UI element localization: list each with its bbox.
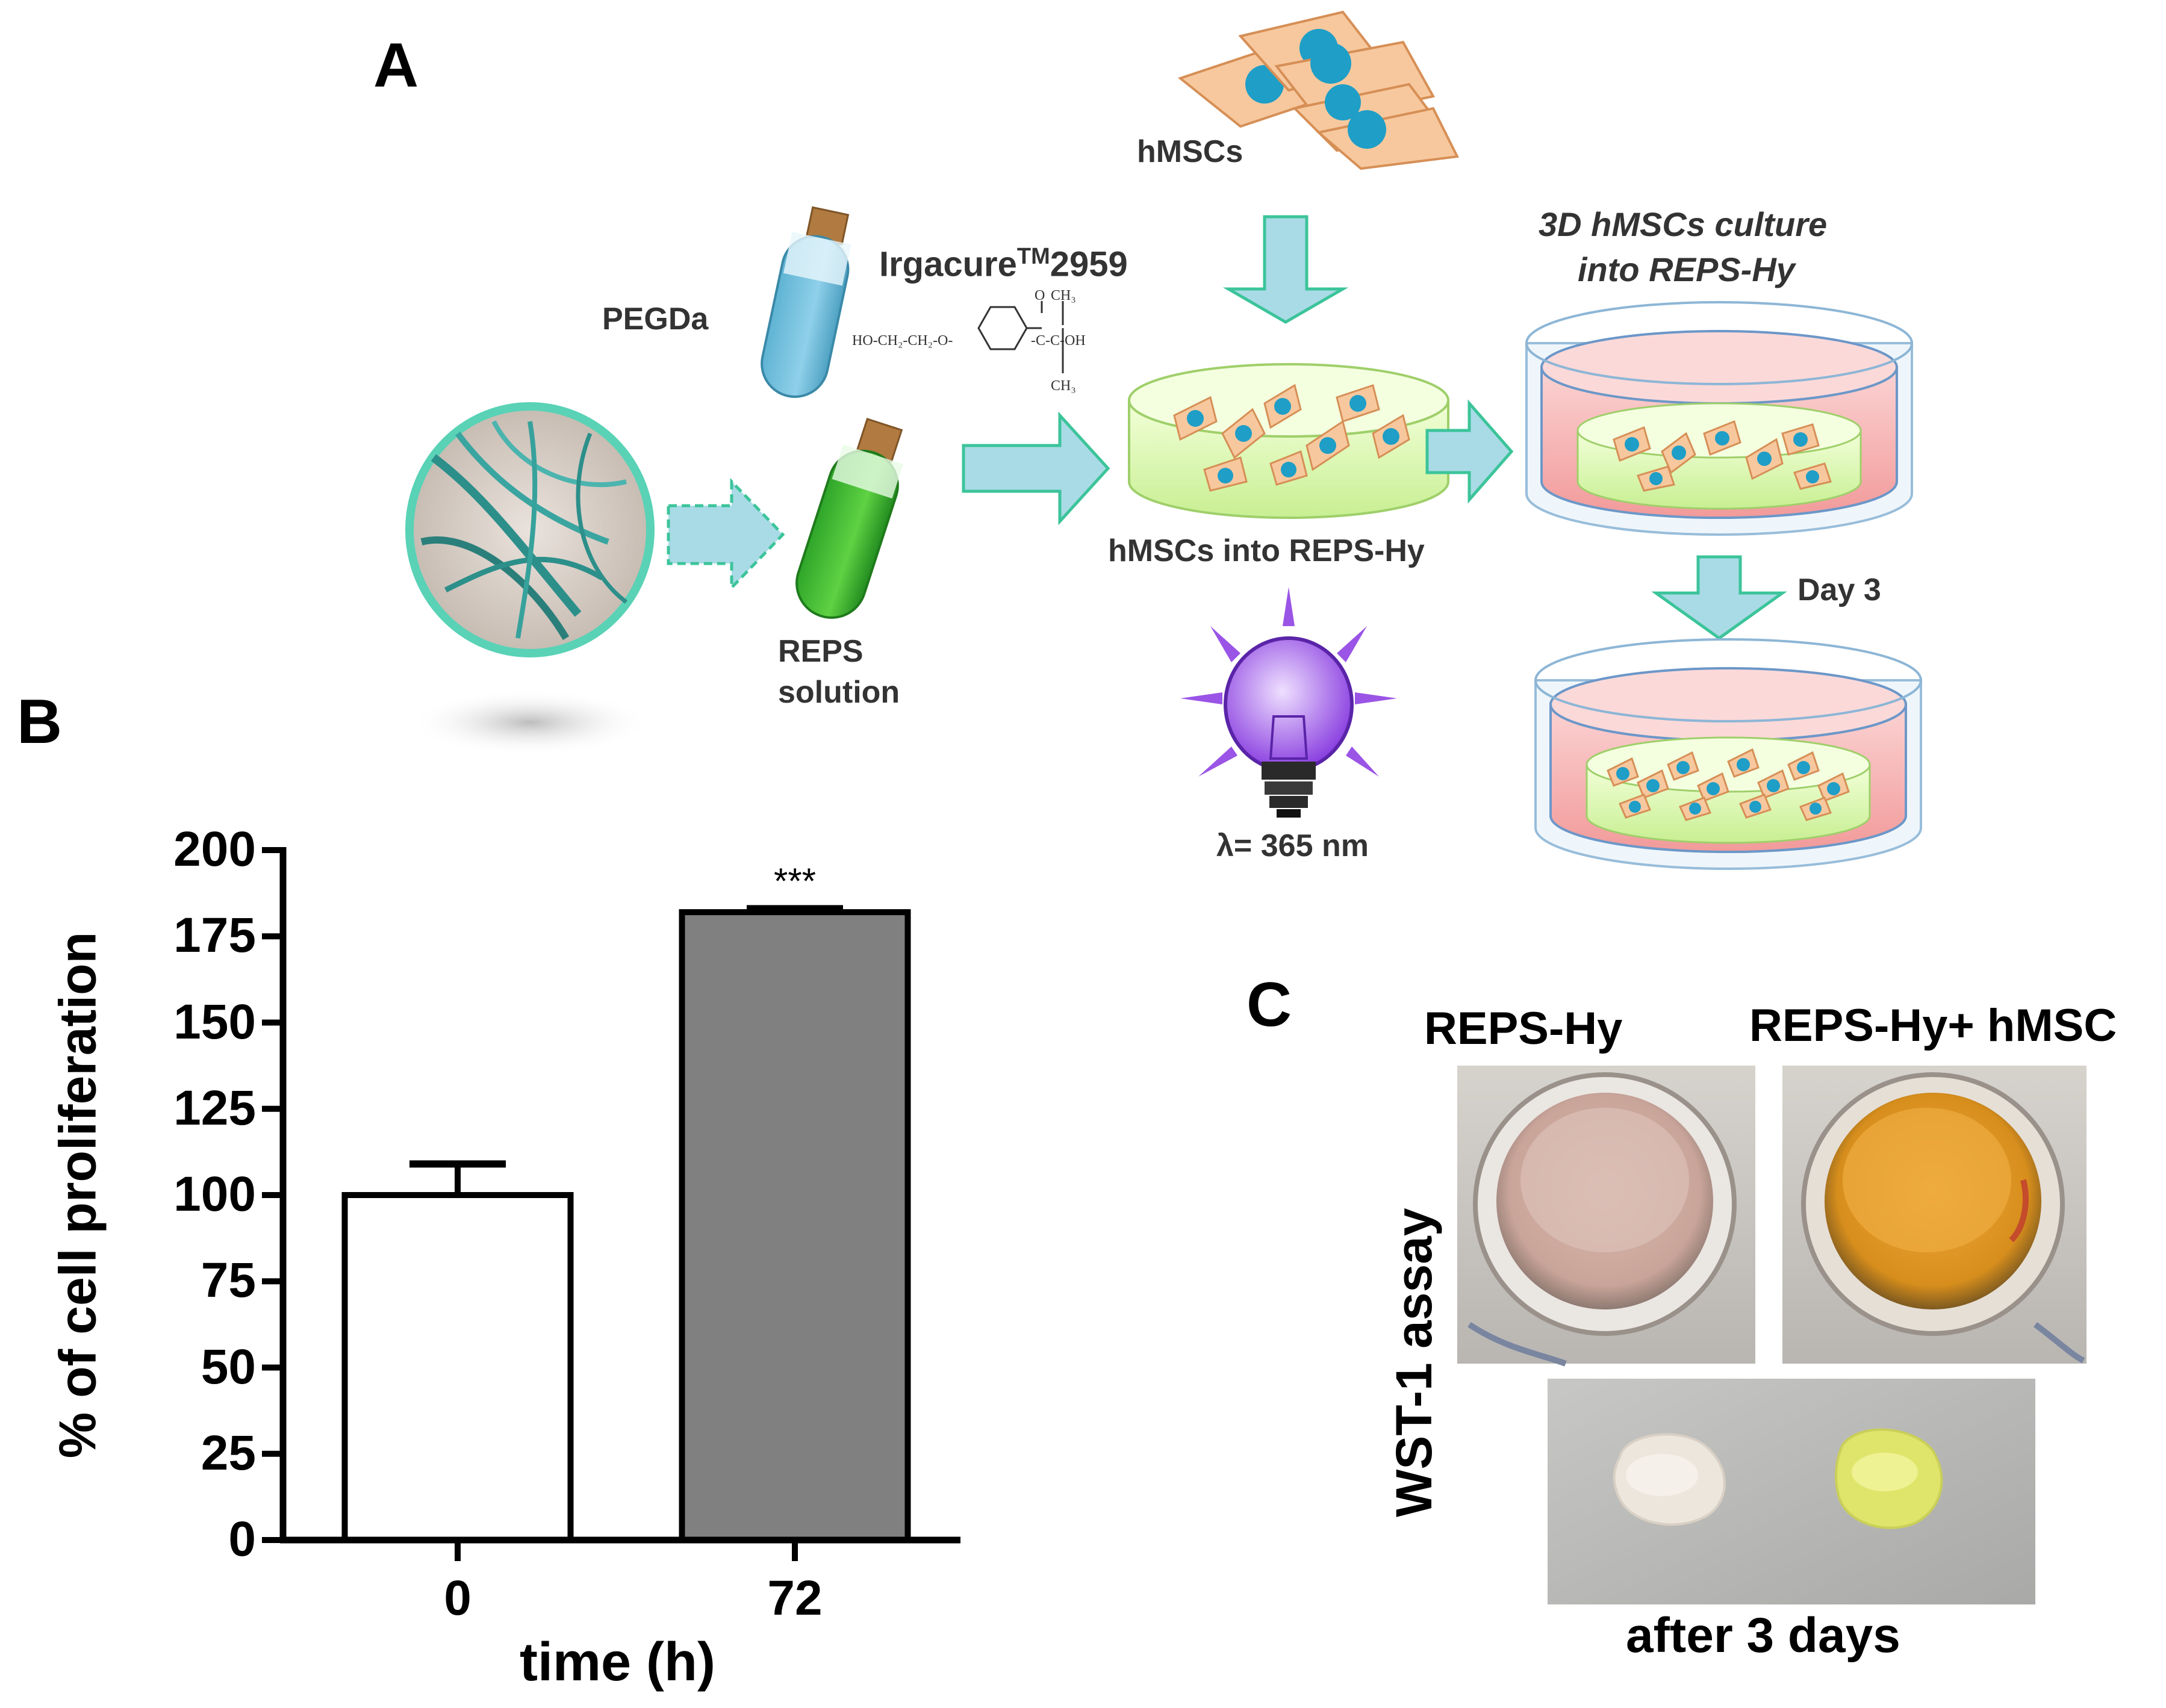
uv-bulb-icon (1180, 587, 1397, 818)
arrow-to-culture (1425, 399, 1514, 504)
micrograph-image (405, 402, 655, 657)
reps-label-line2: solution (778, 675, 900, 710)
photoinitiator-label: IrgacureTM2959 (879, 244, 1128, 284)
x-axis-label: time (h) (520, 1632, 715, 1692)
y-tick-label: 75 (201, 1253, 256, 1308)
photoinitiator-name: Irgacure (879, 244, 1017, 284)
y-tick-label: 200 (173, 822, 256, 877)
label-reps-hy: REPS-Hy (1424, 1003, 1623, 1054)
micrograph-shadow (409, 689, 650, 756)
formula-ch3-bottom: CH₃ (1051, 378, 1076, 394)
photo-hydrogels-after-3-days (1548, 1379, 2035, 1604)
reps-tube (795, 417, 904, 619)
bar-72 (679, 909, 911, 1543)
y-tick-label: 175 (173, 908, 256, 963)
culture-label-line2: into REPS-Hy (1578, 250, 1795, 288)
uv-wavelength-label: λ= 365 nm (1216, 828, 1369, 863)
dashed-arrow (667, 477, 785, 592)
after-3-days-label: after 3 days (1626, 1608, 1900, 1663)
arrow-down-cells (1222, 215, 1349, 324)
y-tick-label: 125 (173, 1080, 256, 1135)
bars (341, 905, 911, 1561)
x-tick-label-0: 0 (444, 1571, 471, 1626)
hydrogel-label: hMSCs into REPS-Hy (1108, 533, 1425, 568)
photo-well-reps-hy (1457, 1066, 1755, 1367)
chemical-structure (977, 301, 1064, 373)
arrow-down-day3 (1651, 555, 1787, 641)
day3-label: Day 3 (1797, 573, 1881, 607)
formula-oxygen: O (1035, 288, 1045, 303)
formula-co: -C-C-OH (1031, 333, 1086, 349)
significance-marker: *** (773, 861, 817, 902)
reps-label-line1: REPS (778, 634, 864, 669)
label-reps-hy-hmsc: REPS-Hy+ hMSC (1749, 1000, 2117, 1051)
photoinitiator-sup: TM (1016, 244, 1050, 269)
hmsc-cells-cluster (1177, 10, 1460, 170)
y-tick-label: 150 (173, 994, 256, 1049)
culture-label-line1: 3D hMSCs culture (1539, 205, 1828, 243)
photoinitiator-number: 2959 (1050, 244, 1128, 284)
bar-0 (341, 1192, 574, 1543)
pegda-tube (761, 206, 851, 398)
formula-ch3-top: CH₃ (1051, 288, 1076, 303)
x-tick-label-72: 72 (767, 1571, 823, 1626)
pegda-label: PEGDa (602, 302, 709, 337)
y-tick-label: 100 (173, 1167, 256, 1222)
hmsc-label: hMSCs (1137, 134, 1243, 169)
photo-well-reps-hy-hmsc (1782, 1066, 2087, 1364)
y-axis-ticks (262, 847, 283, 1543)
formula-main: HO-CH₂-CH₂-O- (852, 333, 953, 349)
panel-label-c: C (1246, 970, 1292, 1040)
culture-dish-1-cells (1613, 420, 1832, 492)
panel-label-a: A (373, 31, 419, 101)
panel-label-b: B (17, 687, 63, 757)
gel-cells (1173, 384, 1410, 492)
arrow-to-dish (962, 411, 1110, 526)
y-tick-label: 25 (201, 1425, 256, 1480)
culture-dish-2-cells (1607, 748, 1850, 821)
y-tick-label: 0 (228, 1512, 256, 1567)
culture-dish-1 (1525, 301, 1913, 536)
y-tick-label: 50 (201, 1339, 256, 1394)
